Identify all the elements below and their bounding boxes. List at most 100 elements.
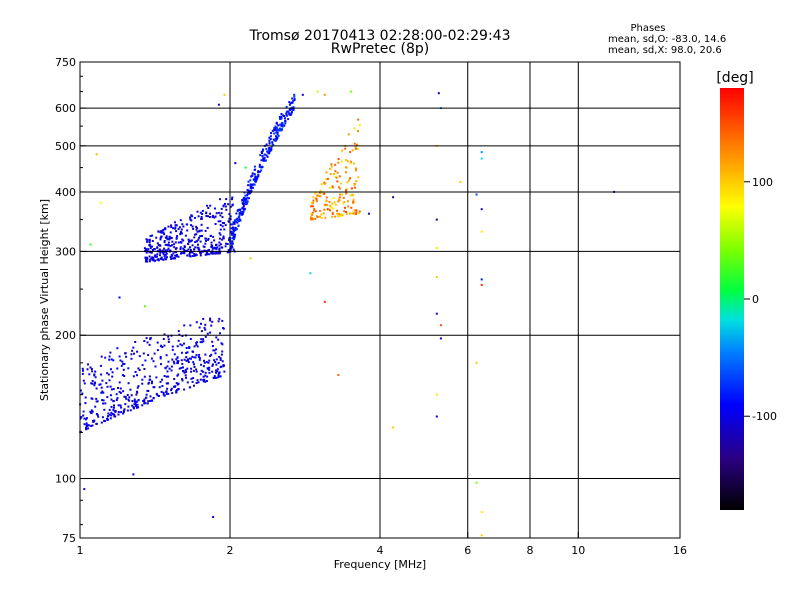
data-point [180, 231, 183, 234]
data-point [145, 238, 148, 241]
data-point [93, 373, 96, 376]
data-point [85, 426, 87, 429]
data-point [279, 127, 282, 130]
data-point [193, 236, 196, 239]
data-point [119, 391, 122, 394]
data-point [233, 222, 236, 225]
data-point [275, 126, 278, 129]
data-point [435, 393, 438, 396]
data-point [206, 332, 209, 335]
data-point [166, 365, 169, 368]
data-point [100, 386, 103, 389]
data-point [177, 227, 180, 230]
data-point [252, 178, 255, 181]
data-point [221, 222, 224, 224]
data-point [204, 229, 207, 232]
data-point [199, 378, 202, 381]
data-point [459, 180, 462, 183]
data-point [219, 359, 222, 361]
data-point [156, 255, 158, 258]
data-point [193, 248, 195, 251]
data-point [81, 392, 84, 395]
data-point [318, 215, 321, 218]
data-point [167, 375, 170, 378]
data-point [150, 251, 153, 254]
data-point [159, 380, 162, 383]
data-point [200, 223, 203, 226]
data-point [185, 352, 188, 354]
data-point [222, 235, 225, 238]
data-point [265, 143, 268, 146]
data-point [101, 390, 104, 393]
data-point [186, 229, 189, 232]
data-point [159, 258, 162, 260]
data-point [435, 276, 438, 279]
data-point [326, 177, 329, 180]
data-point [220, 212, 223, 215]
data-point [179, 233, 182, 236]
data-point [170, 237, 173, 239]
data-point [124, 403, 127, 406]
data-point [159, 230, 162, 233]
data-point [173, 378, 176, 380]
data-point [182, 247, 185, 250]
data-point [106, 385, 109, 388]
data-point [150, 382, 153, 385]
data-point [125, 355, 128, 358]
data-point [190, 377, 193, 380]
data-point [187, 361, 190, 364]
data-point [154, 254, 157, 257]
data-point [258, 163, 261, 166]
data-point [188, 254, 191, 257]
data-point [237, 224, 240, 227]
data-point [268, 150, 271, 153]
data-point [260, 169, 263, 172]
data-point [274, 135, 277, 138]
data-point [161, 385, 164, 387]
data-point [316, 90, 319, 93]
data-point [208, 366, 211, 369]
data-point [85, 428, 88, 431]
data-point [288, 103, 291, 106]
data-point [127, 382, 130, 385]
data-point [158, 395, 160, 397]
data-point [244, 198, 247, 201]
data-point [230, 242, 232, 245]
data-point [148, 378, 151, 381]
data-point [271, 142, 274, 145]
data-point [195, 321, 198, 324]
y-tick-label: 500 [55, 140, 76, 153]
data-point [475, 361, 478, 364]
data-point [341, 149, 344, 152]
data-point [238, 214, 241, 217]
data-point [183, 388, 186, 391]
data-point [209, 212, 211, 215]
data-point [315, 198, 318, 201]
data-point [261, 165, 264, 168]
data-point [80, 416, 83, 419]
data-point [269, 138, 272, 141]
data-point [160, 363, 162, 366]
data-point [200, 330, 203, 333]
data-point [286, 110, 289, 113]
data-point [209, 317, 212, 320]
data-point [155, 392, 158, 395]
data-point [99, 383, 102, 386]
data-point [283, 115, 285, 117]
data-point [145, 337, 148, 340]
data-point [357, 118, 360, 121]
data-point [276, 128, 279, 131]
data-point [146, 260, 148, 263]
data-point [310, 216, 312, 219]
data-point [136, 400, 139, 403]
y-tick-label: 75 [62, 532, 76, 545]
data-point [320, 183, 323, 186]
data-point [167, 392, 170, 395]
data-point [164, 243, 167, 246]
data-point [352, 200, 355, 203]
data-point [209, 204, 212, 207]
data-point [124, 396, 127, 398]
data-point [137, 399, 140, 401]
data-point [193, 345, 196, 348]
data-point [152, 360, 155, 363]
